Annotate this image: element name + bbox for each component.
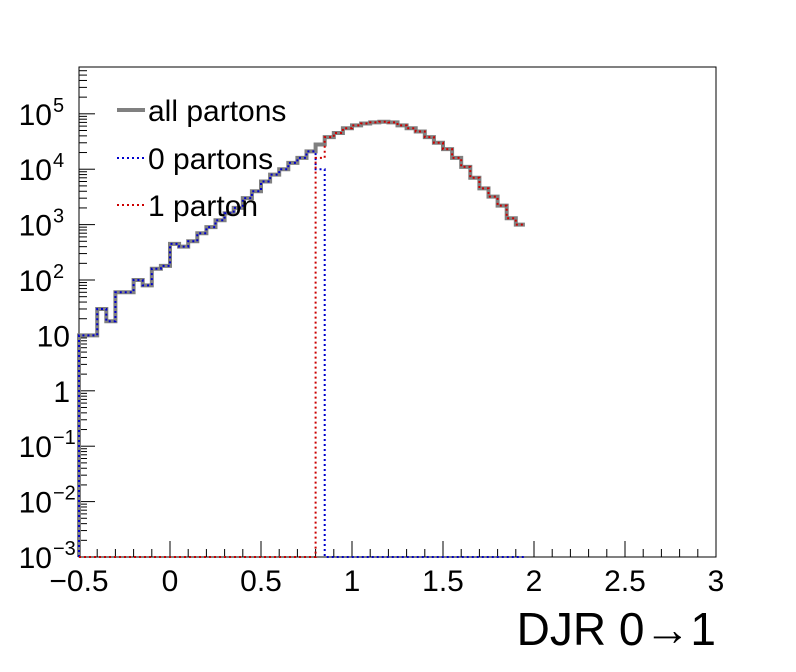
minor-ticks xyxy=(78,66,717,557)
y-tick-exponent: 4 xyxy=(53,150,64,172)
x-axis-label: DJR 0→1 xyxy=(517,603,716,655)
legend: all partons 0 partons 1 parton xyxy=(117,95,286,223)
y-tick-label: 10 xyxy=(19,210,52,243)
x-tick-label: 2 xyxy=(526,565,543,598)
y-tick-label: 10 xyxy=(19,487,52,520)
legend-label: all partons xyxy=(148,95,286,128)
series-1-parton-line xyxy=(79,120,525,558)
y-tick-exponent: 2 xyxy=(53,261,64,283)
legend-label: 0 partons xyxy=(148,143,273,176)
x-tick-label: 2.5 xyxy=(604,565,646,598)
y-tick-label: 10 xyxy=(19,99,52,132)
y-tick-exponent: 5 xyxy=(53,95,64,117)
series-layer xyxy=(77,119,525,558)
y-tick-label: 10 xyxy=(19,154,52,187)
y-tick-label: 1 xyxy=(53,376,70,409)
x-tick-label: −0.5 xyxy=(49,565,108,598)
major-ticks xyxy=(78,113,717,558)
y-tick-label: 10 xyxy=(19,265,52,298)
plot-frame xyxy=(78,66,717,558)
y-tick-label: 10 xyxy=(37,320,70,353)
x-tick-labels: −0.5 0 0.5 1 1.5 2 2.5 3 xyxy=(49,565,724,598)
y-tick-label: 10 xyxy=(19,431,52,464)
y-tick-label: 10 xyxy=(19,542,52,575)
y-tick-exponent: −3 xyxy=(53,538,76,560)
y-tick-exponent: 3 xyxy=(53,206,64,228)
x-tick-label: 0 xyxy=(162,565,179,598)
x-tick-label: 0.5 xyxy=(240,565,282,598)
x-tick-label: 1.5 xyxy=(422,565,464,598)
y-tick-exponent: −1 xyxy=(53,427,76,449)
y-tick-exponent: −2 xyxy=(53,483,76,505)
x-tick-label: 1 xyxy=(344,565,361,598)
legend-label: 1 parton xyxy=(148,190,258,223)
series-all-partons-line xyxy=(77,119,525,557)
series-0-partons-line xyxy=(78,150,525,558)
x-tick-label: 3 xyxy=(708,565,725,598)
